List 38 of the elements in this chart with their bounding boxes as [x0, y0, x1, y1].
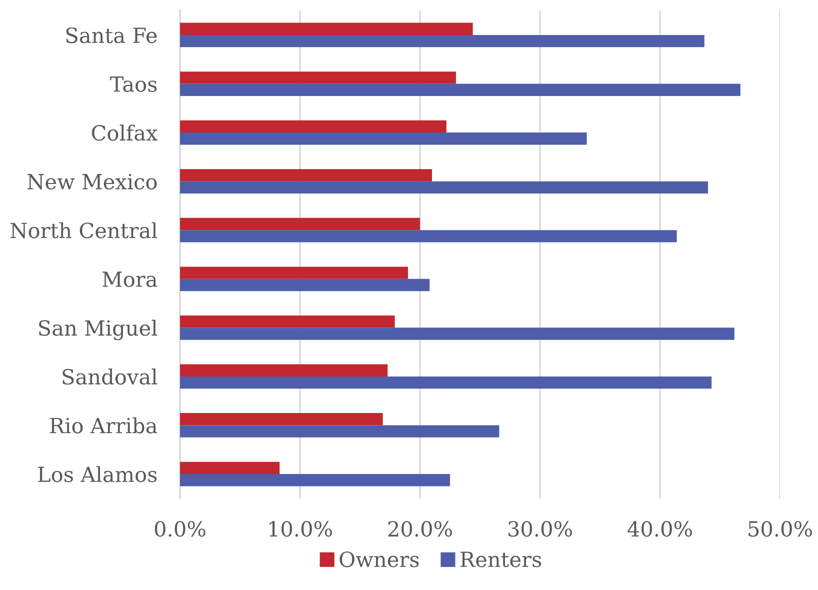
bar — [180, 120, 446, 133]
y-tick-label: Sandoval — [62, 368, 158, 385]
y-tick-label: Santa Fe — [66, 27, 157, 44]
y-tick-label: New Mexico — [28, 174, 157, 190]
x-tick-label: 20.0% — [388, 520, 452, 537]
bar — [180, 425, 500, 438]
bar — [180, 278, 430, 292]
bar — [180, 218, 420, 230]
bar — [180, 315, 395, 328]
x-tick-label: 10.0% — [269, 520, 332, 537]
bar — [180, 266, 408, 279]
bar — [180, 364, 388, 376]
bar — [180, 462, 280, 474]
y-tick-label: San Miguel — [39, 320, 158, 340]
bar — [180, 72, 456, 84]
bar — [180, 132, 587, 145]
bar — [180, 181, 708, 194]
x-tick-label: 50.0% — [748, 520, 812, 537]
y-tick-label: Taos — [110, 76, 157, 92]
bar — [180, 84, 740, 96]
legend-label: Owners — [340, 551, 419, 568]
y-tick-label: Rio Arriba — [50, 417, 158, 434]
y-tick-label: Colfax — [92, 124, 158, 141]
x-tick-label: 40.0% — [628, 520, 692, 537]
y-tick-label: Mora — [102, 272, 158, 288]
bar — [180, 413, 383, 426]
legend-label: Renters — [460, 552, 542, 568]
bar — [180, 474, 450, 486]
x-tick-label: 30.0% — [508, 520, 572, 537]
bar — [180, 328, 734, 340]
bar — [180, 22, 473, 35]
bar — [180, 230, 677, 242]
y-tick-label: North Central — [10, 222, 158, 238]
bar — [180, 169, 432, 182]
bar — [180, 34, 704, 48]
bar — [180, 376, 712, 389]
x-tick-label: 0.0% — [154, 520, 206, 537]
y-tick-label: Los Alamos — [38, 466, 157, 482]
